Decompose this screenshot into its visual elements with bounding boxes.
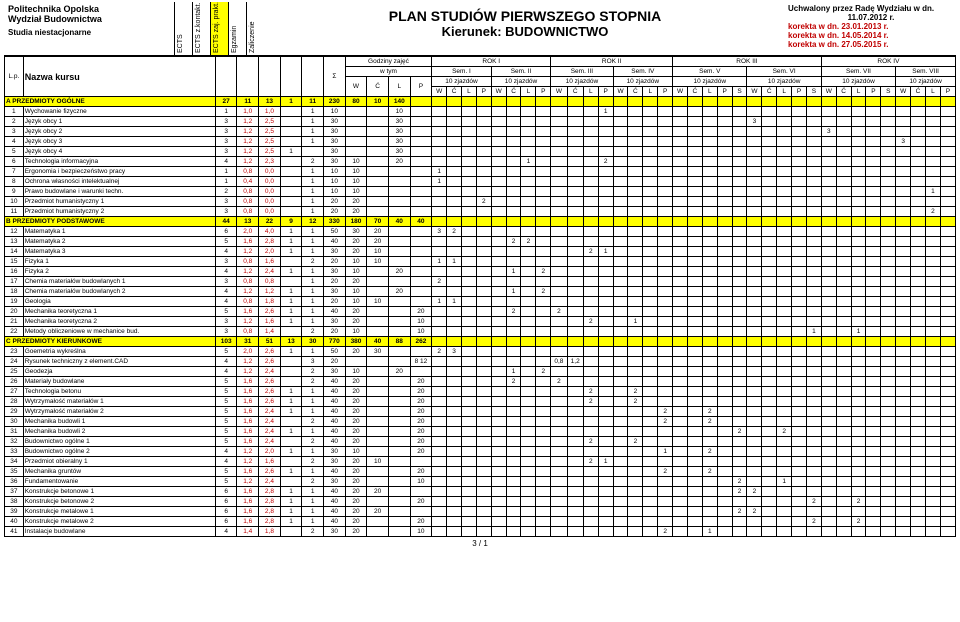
dept-name: Wydział Budownictwa [8, 14, 170, 24]
thead: L.p.Nazwa kursuΣGodziny zajęćROK IROK II… [5, 57, 956, 97]
section-row: C PRZEDMIOTY KIERUNKOWE10331511330770380… [5, 337, 956, 347]
course-row: 23Goemetria wykreślna52,02,61150203023 [5, 347, 956, 357]
section-row: B PRZEDMIOTY PODSTAWOWE44132291233018070… [5, 217, 956, 227]
course-row: 20Mechanika teoretyczna 151,62,611402020… [5, 307, 956, 317]
vc-ects: ECTS [177, 34, 184, 53]
course-row: 22Metody obliczeniowe w mechanice bud.30… [5, 327, 956, 337]
course-row: 28Wytrzymałość materiałów 151,62,6114020… [5, 397, 956, 407]
course-row: 17Chemia materiałów budowlanych 130,80,8… [5, 277, 956, 287]
title2: Kierunek: BUDOWNICTWO [264, 24, 786, 39]
course-row: 14Matematyka 341,22,01130201021 [5, 247, 956, 257]
course-row: 3Język obcy 231,22,5130303 [5, 127, 956, 137]
course-row: 11Przedmiot humanistyczny 230,80,0120202 [5, 207, 956, 217]
vc-ectsk: ECTS z.kontakt. [195, 2, 202, 53]
course-row: 6Technologia informacyjna41,22,323010201… [5, 157, 956, 167]
approval-date: 11.07.2012 r. [788, 13, 954, 22]
course-row: 35Mechanika gruntów51,62,61140202022 [5, 467, 956, 477]
tbody: A PRZEDMIOTY OGÓLNE27111311123080101401W… [5, 97, 956, 537]
course-row: 30Mechanika budowli 151,62,4240202022 [5, 417, 956, 427]
title-block: PLAN STUDIÓW PIERWSZEGO STOPNIA Kierunek… [264, 2, 786, 55]
approval: Uchwalony przez Radę Wydziału w dn. [788, 4, 954, 13]
course-row: 37Konstrukcje betonowe 161,62,8114020202… [5, 487, 956, 497]
section-row: A PRZEDMIOTY OGÓLNE2711131112308010140 [5, 97, 956, 107]
course-row: 34Przedmiot obieralny 141,21,6230201021 [5, 457, 956, 467]
course-row: 7Ergonomia i bezpieczeństwo pracy10,80,0… [5, 167, 956, 177]
course-row: 29Wytrzymałość materiałów 251,62,4114020… [5, 407, 956, 417]
course-row: 18Chemia materiałów budowlanych 241,21,2… [5, 287, 956, 297]
course-row: 21Mechanika teoretyczna 231,21,611302010… [5, 317, 956, 327]
korekta1: korekta w dn. 23.01.2013 r. [788, 22, 954, 31]
korekta2: korekta w dn. 14.05.2014 r. [788, 31, 954, 40]
course-row: 27Technologia betonu51,62,61140202022 [5, 387, 956, 397]
header-right: Uchwalony przez Radę Wydziału w dn. 11.0… [786, 2, 956, 55]
vc-zal: Zaliczenie [249, 21, 256, 53]
course-row: 31Mechanika budowli 251,62,41140202022 [5, 427, 956, 437]
course-row: 8Ochrona własności intelektualnej10,40,0… [5, 177, 956, 187]
course-row: 36Fundamentowanie51,22,4230201021 [5, 477, 956, 487]
course-row: 25Geodezja41,22,4230102012 [5, 367, 956, 377]
uni-name: Politechnika Opolska [8, 4, 170, 14]
vc-ectsp: ECTS zaj. prakt. [213, 2, 220, 53]
course-row: 15Fizyka 130,81,6220101011 [5, 257, 956, 267]
course-row: 4Język obcy 331,22,5130303 [5, 137, 956, 147]
course-row: 13Matematyka 251,62,81140202022 [5, 237, 956, 247]
course-row: 16Fizyka 241,22,41130102012 [5, 267, 956, 277]
course-row: 41Instalacje budowlane41,41,8230201021 [5, 527, 956, 537]
vertical-cols: ECTS ECTS z.kontakt. ECTS zaj. prakt. Eg… [174, 2, 264, 55]
course-row: 5Język obcy 431,22,513030 [5, 147, 956, 157]
course-row: 24Rysunek techniczny z element.CAD41,22,… [5, 357, 956, 367]
header-bar: Politechnika Opolska Wydział Budownictwa… [4, 2, 956, 56]
title1: PLAN STUDIÓW PIERWSZEGO STOPNIA [264, 8, 786, 24]
vc-egz: Egzamin [231, 26, 238, 53]
plan-table: L.p.Nazwa kursuΣGodziny zajęćROK IROK II… [4, 56, 956, 537]
course-row: 12Matematyka 162,04,01150302032 [5, 227, 956, 237]
course-row: 10Przedmiot humanistyczny 130,80,0120202 [5, 197, 956, 207]
mode-name: Studia niestacjonarne [8, 28, 170, 37]
course-row: 33Budownictwo ogólne 241,22,01130102012 [5, 447, 956, 457]
course-row: 39Konstrukcje metalowe 161,62,8114020202… [5, 507, 956, 517]
course-row: 19Geologia40,81,81120101011 [5, 297, 956, 307]
course-row: 40Konstrukcje metalowe 261,62,8114020202… [5, 517, 956, 527]
header-left: Politechnika Opolska Wydział Budownictwa… [4, 2, 174, 55]
course-row: 1Wychowanie fizyczne11,01,0110101 [5, 107, 956, 117]
course-row: 2Język obcy 131,22,5130303 [5, 117, 956, 127]
course-row: 9Prawo budowlane i warunki techn.20,80,0… [5, 187, 956, 197]
course-row: 38Konstrukcje betonowe 261,62,8114020202… [5, 497, 956, 507]
course-row: 32Budownictwo ogólne 151,62,4240202022 [5, 437, 956, 447]
course-row: 26Materiały budowlane51,62,6240202022 [5, 377, 956, 387]
footer: 3 / 1 [4, 539, 956, 548]
korekta3: korekta w dn. 27.05.2015 r. [788, 40, 954, 49]
